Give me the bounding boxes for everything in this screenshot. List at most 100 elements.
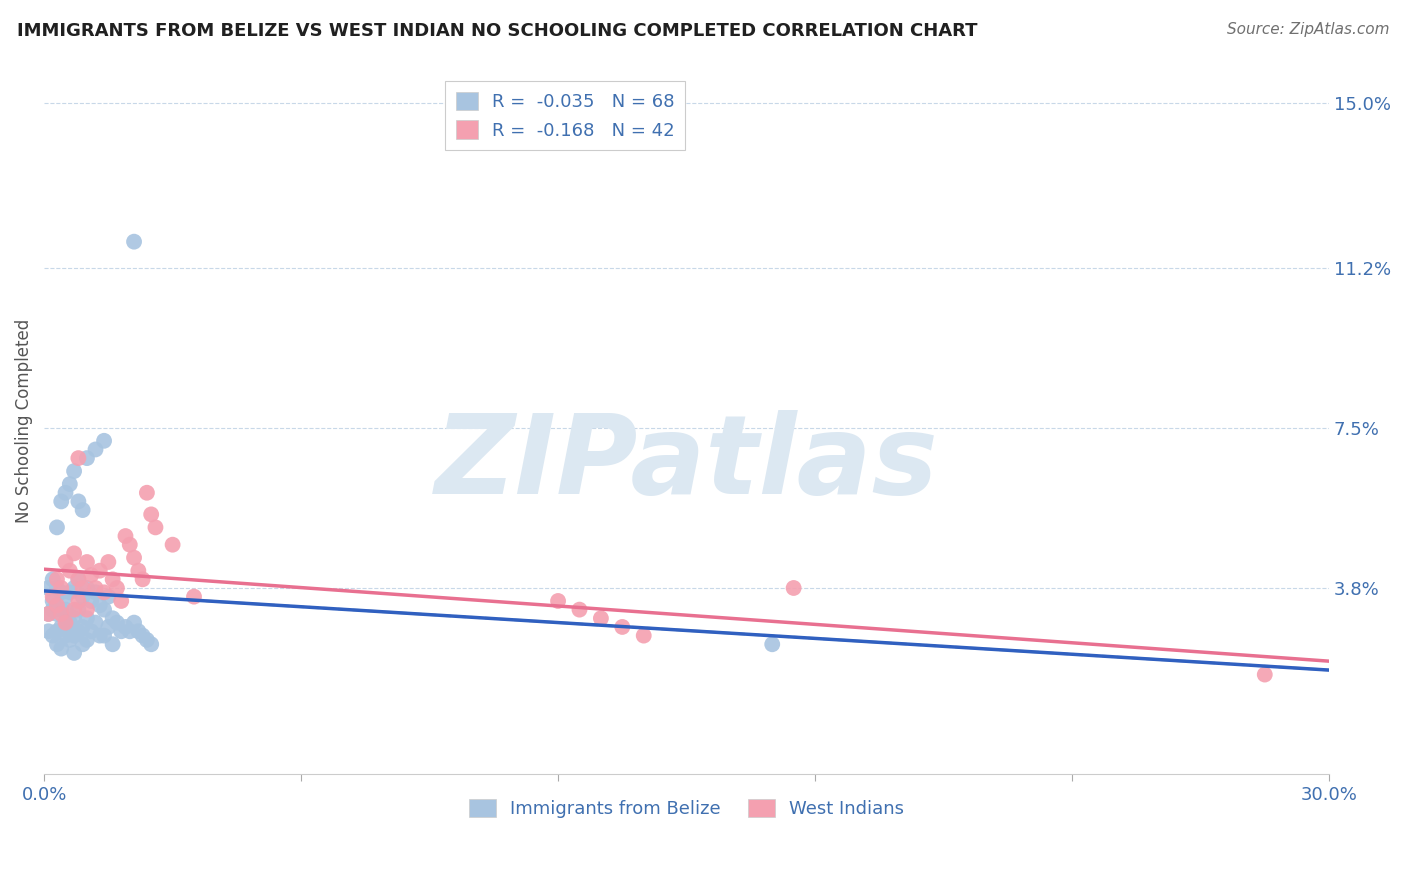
Point	[76, 602, 98, 616]
Point	[114, 529, 136, 543]
Point	[46, 572, 69, 586]
Point	[633, 629, 655, 643]
Point	[63, 611, 86, 625]
Point	[72, 637, 94, 651]
Point	[41, 572, 63, 586]
Point	[101, 611, 124, 625]
Point	[97, 590, 120, 604]
Point	[145, 520, 167, 534]
Point	[122, 615, 145, 630]
Point	[76, 581, 98, 595]
Legend: Immigrants from Belize, West Indians: Immigrants from Belize, West Indians	[461, 791, 911, 825]
Point	[41, 602, 63, 616]
Point	[131, 572, 153, 586]
Point	[761, 637, 783, 651]
Point	[118, 538, 141, 552]
Point	[67, 572, 90, 586]
Text: IMMIGRANTS FROM BELIZE VS WEST INDIAN NO SCHOOLING COMPLETED CORRELATION CHART: IMMIGRANTS FROM BELIZE VS WEST INDIAN NO…	[17, 22, 977, 40]
Point	[141, 637, 163, 651]
Point	[51, 607, 73, 621]
Point	[41, 590, 63, 604]
Point	[110, 624, 132, 639]
Point	[46, 599, 69, 613]
Point	[589, 611, 612, 625]
Point	[51, 581, 73, 595]
Point	[55, 555, 77, 569]
Point	[131, 629, 153, 643]
Point	[84, 615, 107, 630]
Point	[547, 594, 569, 608]
Point	[568, 602, 591, 616]
Point	[59, 615, 82, 630]
Point	[41, 594, 63, 608]
Point	[67, 602, 90, 616]
Point	[59, 632, 82, 647]
Point	[135, 632, 157, 647]
Point	[101, 637, 124, 651]
Point	[46, 581, 69, 595]
Point	[84, 442, 107, 457]
Point	[67, 494, 90, 508]
Point	[37, 624, 59, 639]
Point	[46, 624, 69, 639]
Point	[55, 602, 77, 616]
Point	[141, 508, 163, 522]
Point	[93, 602, 115, 616]
Point	[89, 599, 111, 613]
Point	[135, 485, 157, 500]
Point	[55, 615, 77, 630]
Point	[72, 503, 94, 517]
Point	[118, 624, 141, 639]
Point	[55, 620, 77, 634]
Point	[72, 590, 94, 604]
Text: ZIPatlas: ZIPatlas	[434, 410, 938, 517]
Point	[67, 624, 90, 639]
Point	[782, 581, 804, 595]
Point	[51, 620, 73, 634]
Point	[76, 451, 98, 466]
Point	[51, 602, 73, 616]
Point	[51, 641, 73, 656]
Point	[114, 620, 136, 634]
Point	[37, 607, 59, 621]
Point	[76, 555, 98, 569]
Point	[55, 485, 77, 500]
Point	[122, 235, 145, 249]
Point	[84, 581, 107, 595]
Point	[67, 594, 90, 608]
Point	[67, 572, 90, 586]
Point	[127, 624, 149, 639]
Point	[46, 637, 69, 651]
Point	[63, 464, 86, 478]
Point	[51, 585, 73, 599]
Point	[76, 632, 98, 647]
Point	[55, 590, 77, 604]
Point	[63, 581, 86, 595]
Point	[55, 629, 77, 643]
Point	[63, 646, 86, 660]
Point	[46, 607, 69, 621]
Point	[101, 572, 124, 586]
Point	[67, 451, 90, 466]
Point	[105, 615, 128, 630]
Point	[1254, 667, 1277, 681]
Point	[63, 629, 86, 643]
Y-axis label: No Schooling Completed: No Schooling Completed	[15, 319, 32, 524]
Point	[80, 594, 103, 608]
Point	[122, 550, 145, 565]
Point	[59, 477, 82, 491]
Point	[41, 629, 63, 643]
Point	[97, 620, 120, 634]
Point	[183, 590, 205, 604]
Point	[59, 585, 82, 599]
Point	[93, 434, 115, 448]
Point	[37, 581, 59, 595]
Text: Source: ZipAtlas.com: Source: ZipAtlas.com	[1226, 22, 1389, 37]
Point	[105, 581, 128, 595]
Point	[97, 555, 120, 569]
Point	[89, 564, 111, 578]
Point	[63, 602, 86, 616]
Point	[59, 564, 82, 578]
Point	[76, 611, 98, 625]
Point	[110, 594, 132, 608]
